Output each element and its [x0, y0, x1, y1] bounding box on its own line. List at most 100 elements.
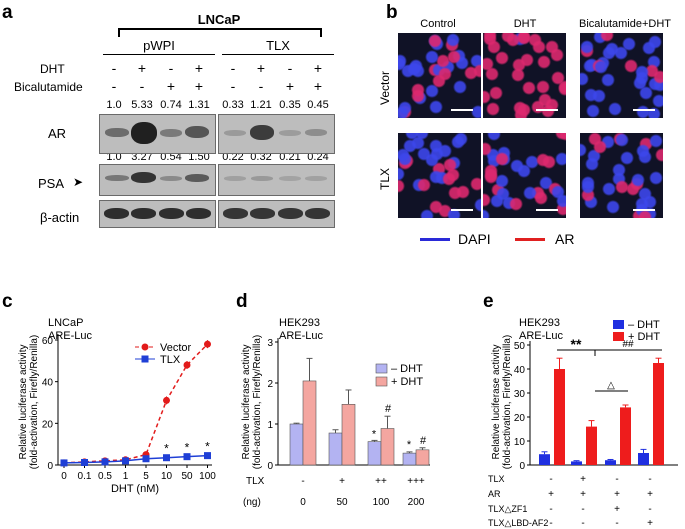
- scale-bar: [451, 109, 473, 111]
- panel-e-y-tick-label: 20: [514, 413, 526, 424]
- panel-d-x-tick-label: 50: [336, 497, 348, 508]
- panel-e-row-sign: -: [549, 474, 552, 485]
- tlx-underline: [222, 54, 334, 55]
- panel-e-bar-1: [653, 363, 664, 465]
- panel-c-point-0: [60, 459, 68, 467]
- blot-label-psa: PSA: [38, 176, 65, 191]
- panel-d-row-label-0: TLX: [246, 476, 265, 487]
- micrograph-tlx-2: [580, 133, 663, 218]
- panel-d-marker: *: [407, 439, 412, 451]
- panel-c-legend-marker-1: [141, 355, 149, 363]
- panel-d-x-tick-label: 100: [373, 497, 390, 508]
- panel-c-x-tick-label: 50: [181, 471, 193, 482]
- scale-bar: [633, 109, 655, 111]
- psa-value-6: 0.21: [279, 151, 301, 163]
- panel-d-y-tick-label: 2: [267, 379, 273, 390]
- panel-e-bar-0: [605, 460, 616, 465]
- panel-d-x-tick-label: 0: [300, 497, 306, 508]
- ar-value-5: 1.21: [250, 99, 272, 111]
- panel-c-legend-label-0: Vector: [160, 342, 192, 354]
- scale-bar: [451, 209, 473, 211]
- micrograph-vector-1: [483, 33, 566, 118]
- panel-c-y-tick-label: 40: [42, 378, 54, 389]
- panel-e-marker-0: **: [571, 336, 582, 352]
- panel-d-bar-1: [380, 428, 395, 466]
- lncap-bracket: [118, 28, 322, 37]
- panel-e-bar-1: [586, 426, 597, 465]
- panel-e-row-label-3: TLX△LBD-AF2: [488, 518, 548, 528]
- panel-e-legend-label-1: + DHT: [628, 331, 660, 343]
- panel-d-marker: #: [385, 403, 392, 415]
- panel-d-bar-0: [289, 423, 304, 466]
- panel-e-row-sign: +: [614, 489, 620, 500]
- panel-d-bar-0: [402, 452, 417, 466]
- panel-d-annotation-1: ARE-Luc: [279, 330, 324, 342]
- micrograph-vector-0: [398, 33, 481, 118]
- panel-d-marker: #: [420, 435, 427, 447]
- panel-e-row-sign: -: [581, 518, 584, 529]
- ar-value-0: 1.0: [106, 99, 122, 111]
- panel-c-x-tick-label: 0.5: [98, 471, 112, 482]
- panel-c-point-0: [204, 340, 211, 348]
- panel-e-annotation-1: ARE-Luc: [519, 330, 564, 342]
- panel-c-point-1: [183, 453, 191, 461]
- panel-d-legend-label-0: – DHT: [391, 363, 423, 375]
- panel-c-point-1: [204, 452, 211, 460]
- row-label-vector: Vector: [378, 70, 392, 105]
- scale-bar: [536, 209, 558, 211]
- sign-dht-3: +: [194, 60, 204, 76]
- panel-c-star: *: [185, 441, 190, 455]
- panel-e-row-sign: +: [580, 474, 586, 485]
- panel-d-tlx-sign: ++: [375, 476, 387, 487]
- panel-e-row-sign: -: [581, 504, 584, 515]
- blot-ar-pwpi: [99, 114, 216, 154]
- panel-e-row-sign: +: [614, 504, 620, 515]
- panel-b-label: b: [386, 2, 398, 23]
- panel-e-y-tick-label: 10: [514, 437, 526, 448]
- panel-c-xlabel: DHT (nM): [111, 483, 159, 495]
- sign-bicalutamide-3: +: [194, 78, 204, 94]
- panel-e-legend-swatch-0: [613, 320, 624, 329]
- panel-e-bar-0: [539, 454, 550, 465]
- panel-c-legend-label-1: TLX: [160, 354, 181, 366]
- panel-d-ylabel-1: (fold-activation, Firefly/Renilla): [252, 335, 263, 470]
- panel-d-marker: *: [372, 429, 377, 441]
- legend-dapi-label: DAPI: [458, 231, 491, 247]
- panel-e-row-sign: +: [580, 489, 586, 500]
- panel-c-y-tick-label: 0: [47, 461, 53, 472]
- sign-dht-2: -: [168, 60, 174, 76]
- panel-e-row-sign: +: [647, 489, 653, 500]
- pwpi-underline: [103, 54, 215, 55]
- blot-actin-tlx: [218, 200, 335, 228]
- panel-d-y-tick-label: 3: [267, 338, 273, 349]
- col-label-dht: DHT: [513, 18, 537, 30]
- panel-e-bar-1: [620, 407, 631, 465]
- panel-e-legend-swatch-1: [613, 332, 624, 341]
- panel-c-series-line-1: [63, 454, 208, 464]
- panel-c-point-0: [101, 457, 109, 465]
- panel-e-row-label-2: TLX△ZF1: [488, 504, 527, 514]
- panel-c-x-tick-label: 10: [161, 471, 173, 482]
- ar-value-4: 0.33: [222, 99, 244, 111]
- micrograph-tlx-0: [398, 133, 481, 218]
- panel-d-bar-1: [415, 449, 430, 466]
- sign-dht-7: +: [313, 60, 323, 76]
- psa-value-3: 1.50: [188, 151, 210, 163]
- panel-e-row-label-0: TLX: [488, 474, 505, 484]
- panel-e-y-tick-label: 0: [519, 461, 525, 472]
- panel-d-bar-0: [328, 432, 343, 466]
- panel-e-row-sign: -: [615, 518, 618, 529]
- row-label-bicalutamide: Bicalutamide: [14, 80, 83, 94]
- blot-psa-tlx: [218, 164, 335, 196]
- panel-c-x-tick-label: 0.1: [78, 471, 92, 482]
- panel-e-row-sign: +: [647, 518, 653, 529]
- ar-value-2: 0.74: [160, 99, 182, 111]
- sign-dht-6: -: [287, 60, 293, 76]
- legend-ar-label: AR: [555, 231, 575, 247]
- panel-c-point-0: [183, 361, 191, 369]
- legend-dapi-swatch: [420, 238, 450, 241]
- panel-d-bar-1: [341, 404, 356, 466]
- panel-e-y-tick-label: 40: [514, 365, 526, 376]
- panel-c-star: *: [205, 440, 210, 454]
- panel-e-y-tick-label: 30: [514, 389, 526, 400]
